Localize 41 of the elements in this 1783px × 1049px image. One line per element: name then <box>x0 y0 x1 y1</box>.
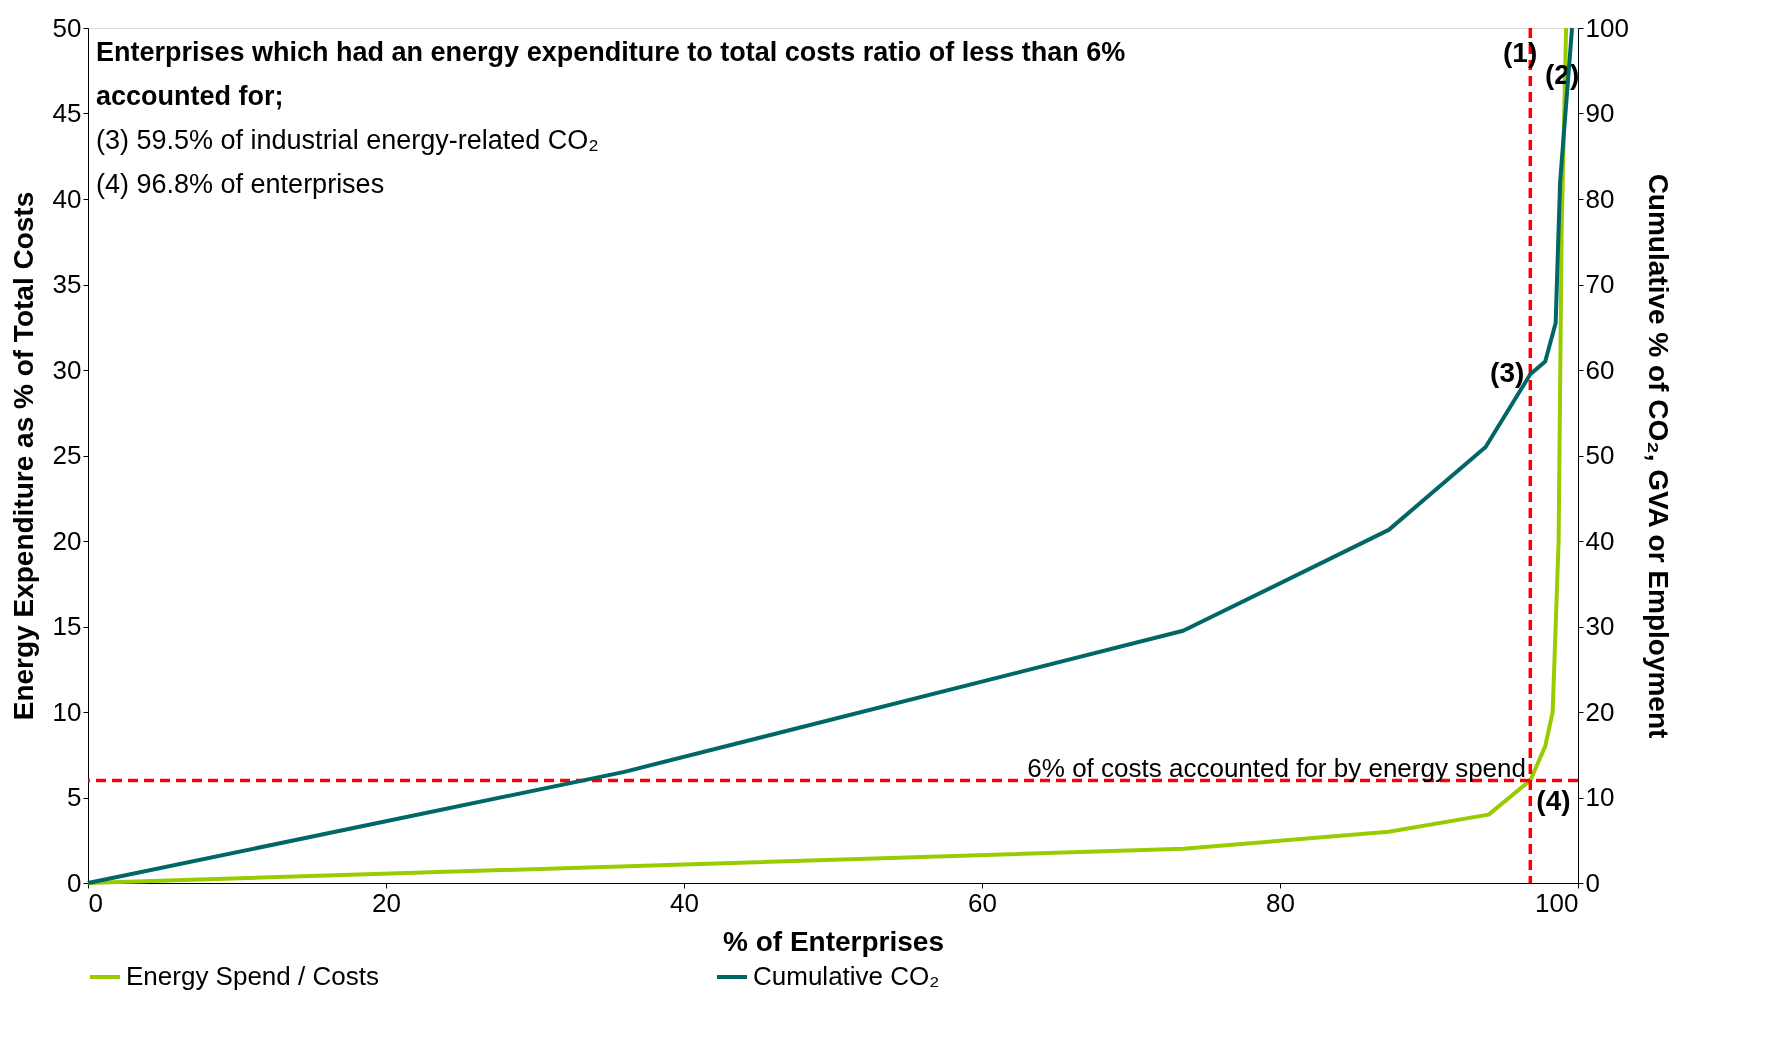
y2-tick-label: 90 <box>1585 98 1615 128</box>
y-tick-label: 5 <box>67 782 82 812</box>
y-tick-label: 50 <box>52 12 82 43</box>
y2-tick-label: 50 <box>1585 440 1615 470</box>
x-tick-label: 20 <box>372 887 401 918</box>
y2-tick-label: 30 <box>1585 611 1615 641</box>
x-tick-label: 100 <box>1535 887 1579 918</box>
y-tick-label: 20 <box>52 525 82 556</box>
legend-label: Energy Spend / Costs <box>126 961 379 991</box>
x-tick-label: 40 <box>670 887 699 918</box>
y2-tick-label: 40 <box>1585 525 1615 556</box>
y-tick-label: 40 <box>52 183 82 214</box>
y-tick-label: 10 <box>52 696 82 727</box>
y2-tick-label: 20 <box>1585 696 1615 727</box>
x-tick-label: 60 <box>968 887 997 918</box>
x-axis-title: % of Enterprises <box>723 925 944 957</box>
annotation: (4) 96.8% of enterprises <box>96 169 385 199</box>
annotation: (3) <box>1490 357 1525 389</box>
y2-axis-title: Cumulative % of CO₂, GVA or Employment <box>1642 173 1674 739</box>
annotation: accounted for; <box>96 81 284 111</box>
annotation: (4) <box>1536 785 1571 817</box>
y2-tick-label: 60 <box>1585 354 1615 385</box>
y-tick-label: 25 <box>52 440 82 470</box>
legend-label: Cumulative CO₂ <box>753 961 940 991</box>
x-tick-label: 80 <box>1266 887 1295 918</box>
y-axis-title: Energy Expenditure as % of Total Costs <box>7 191 39 721</box>
y2-tick-label: 100 <box>1585 12 1629 43</box>
y-tick-label: 30 <box>52 354 82 385</box>
y-tick-label: 15 <box>52 611 82 641</box>
y2-tick-label: 10 <box>1585 782 1615 812</box>
annotation: (3) 59.5% of industrial energy-related CO₂ <box>96 125 599 155</box>
annotation: (1) <box>1503 37 1538 68</box>
y2-tick-label: 70 <box>1585 269 1615 299</box>
y-tick-label: 0 <box>67 867 82 898</box>
y-tick-label: 45 <box>52 98 82 128</box>
annotation: Enterprises which had an energy expenditure to total costs ratio of less than 6% <box>96 37 1126 67</box>
x-tick-label: 0 <box>88 887 103 918</box>
y2-tick-label: 0 <box>1585 867 1600 898</box>
y2-tick-label: 80 <box>1585 183 1615 214</box>
ref-line-label: 6% of costs accounted for by energy spend <box>1027 753 1526 784</box>
y-tick-label: 35 <box>52 269 82 299</box>
